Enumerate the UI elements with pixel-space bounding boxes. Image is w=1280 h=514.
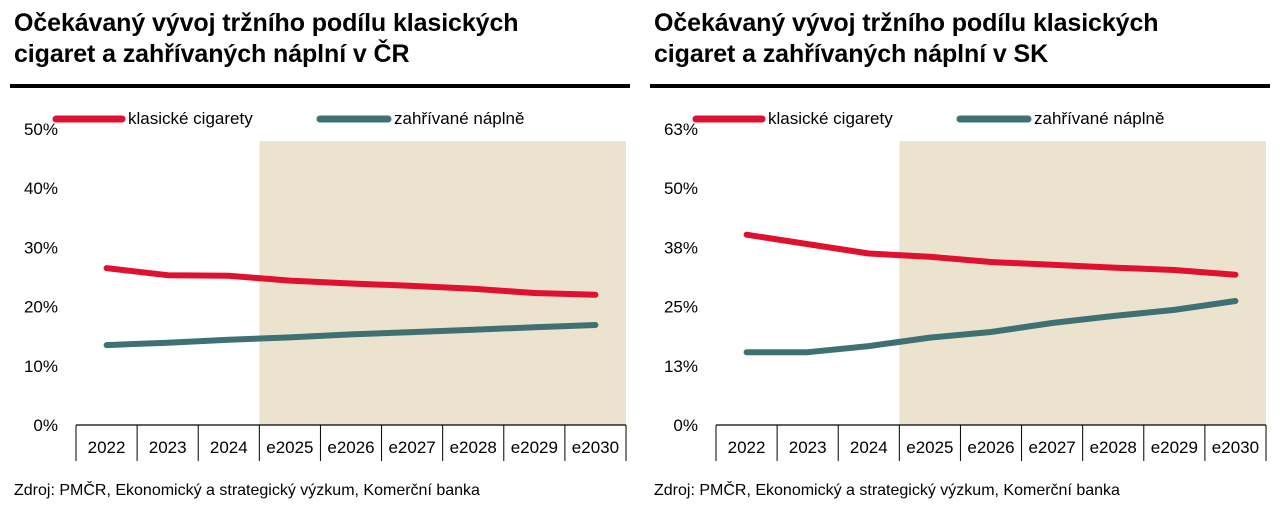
source-note-sk: Zdroj: PMČR, Ekonomický a strategický vý… xyxy=(654,482,1120,499)
y-tick-label: 63% xyxy=(664,120,698,139)
x-tick-label: e2028 xyxy=(450,438,497,457)
y-tick-label: 50% xyxy=(24,120,58,139)
x-tick-label: e2030 xyxy=(1212,438,1259,457)
chart-title-cr: Očekávaný vývoj tržního podílu klasickýc… xyxy=(14,9,519,68)
title-divider-cr xyxy=(10,84,630,88)
y-tick-label: 30% xyxy=(24,238,58,257)
y-tick-label: 20% xyxy=(24,298,58,317)
y-tick-label: 40% xyxy=(24,179,58,198)
title-divider-sk xyxy=(650,84,1270,88)
x-tick-label: e2028 xyxy=(1090,438,1137,457)
x-tick-label: 2023 xyxy=(789,438,827,457)
chart-panel-sk: Očekávaný vývoj tržního podílu klasickýc… xyxy=(650,0,1270,514)
y-tick-label: 0% xyxy=(33,416,58,435)
x-tick-label: e2030 xyxy=(572,438,619,457)
x-tick-label: e2027 xyxy=(1028,438,1075,457)
x-tick-label: e2026 xyxy=(967,438,1014,457)
y-tick-label: 0% xyxy=(673,416,698,435)
x-tick-label: 2024 xyxy=(850,438,888,457)
x-tick-label: 2022 xyxy=(88,438,126,457)
legend-label: klasické cigarety xyxy=(128,109,253,128)
forecast-region xyxy=(899,141,1266,425)
x-tick-label: e2026 xyxy=(327,438,374,457)
line-chart-cr: klasické cigarety zahřívané náplně 0% 10% 20… xyxy=(24,109,627,461)
line-chart-sk: klasické cigarety zahřívané náplně 0% 13% 25… xyxy=(664,109,1267,461)
y-tick-label: 25% xyxy=(664,298,698,317)
x-tick-label: e2029 xyxy=(1151,438,1198,457)
legend-label: zahřívané náplně xyxy=(394,109,524,128)
x-tick-label: e2025 xyxy=(266,438,313,457)
legend-label: klasické cigarety xyxy=(768,109,893,128)
x-tick-label: e2027 xyxy=(388,438,435,457)
y-tick-label: 38% xyxy=(664,238,698,257)
y-tick-label: 10% xyxy=(24,357,58,376)
x-tick-label: 2022 xyxy=(728,438,766,457)
source-note-cr: Zdroj: PMČR, Ekonomický a strategický vý… xyxy=(14,482,480,499)
x-tick-label: 2024 xyxy=(210,438,248,457)
chart-title-sk: Očekávaný vývoj tržního podílu klasickýc… xyxy=(654,9,1159,68)
y-tick-label: 50% xyxy=(664,179,698,198)
x-tick-label: e2025 xyxy=(906,438,953,457)
chart-panel-cr: Očekávaný vývoj tržního podílu klasickýc… xyxy=(10,0,630,514)
x-tick-label: e2029 xyxy=(511,438,558,457)
y-tick-label: 13% xyxy=(664,357,698,376)
legend-label: zahřívané náplně xyxy=(1034,109,1164,128)
x-tick-label: 2023 xyxy=(149,438,187,457)
